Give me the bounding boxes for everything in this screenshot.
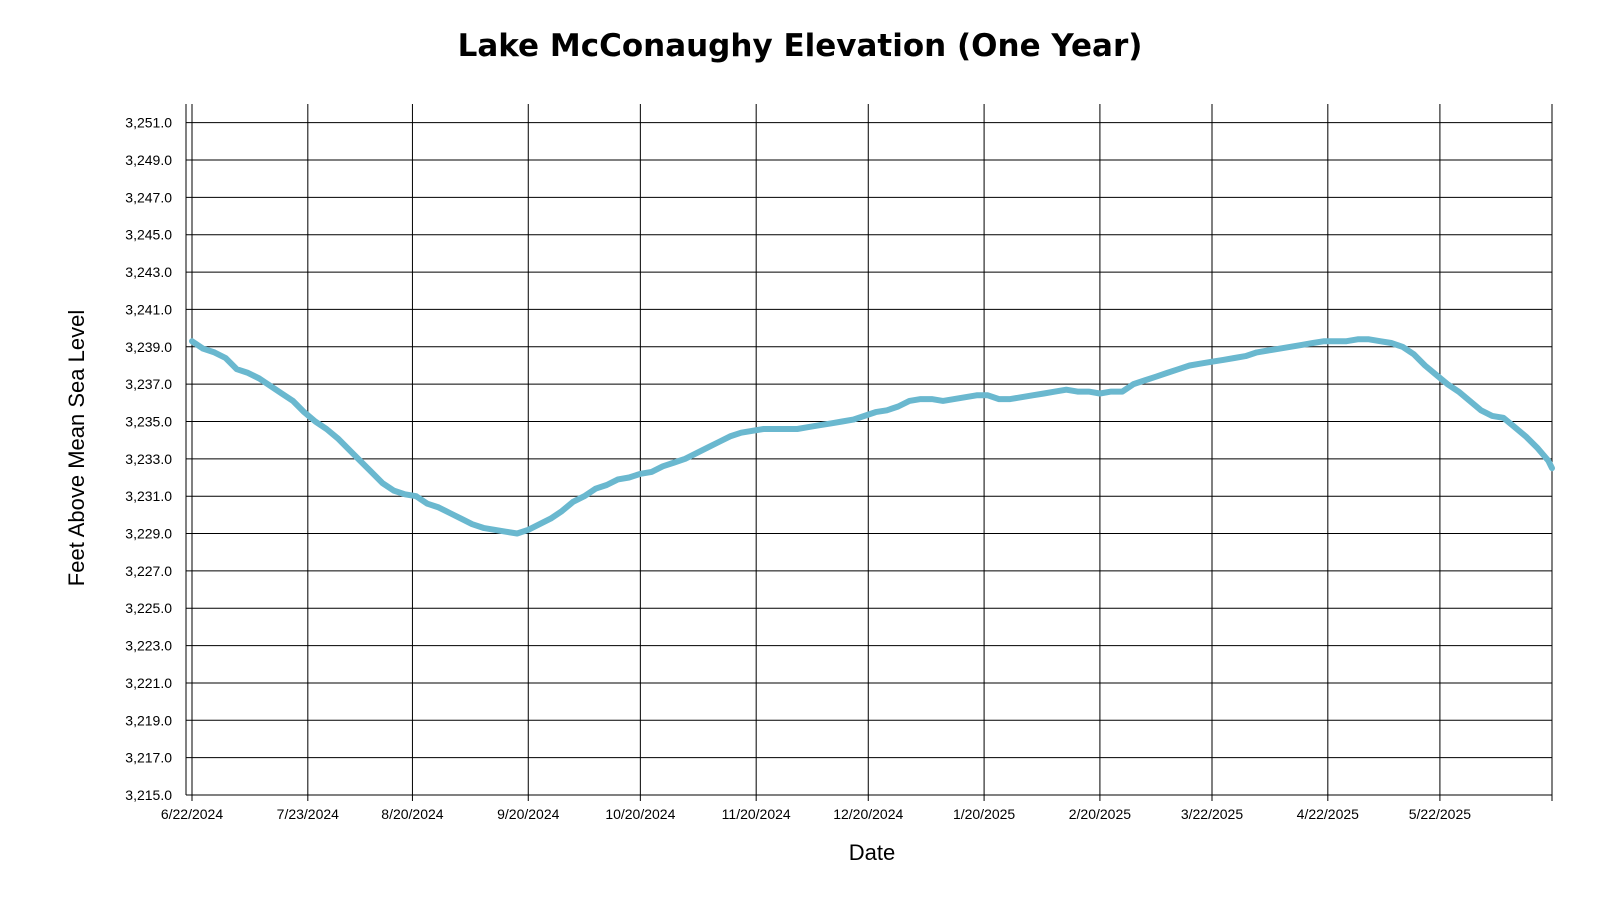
y-tick-label: 3,227.0 <box>125 563 172 579</box>
x-axis-title: Date <box>849 840 895 865</box>
y-tick-label: 3,245.0 <box>125 227 172 243</box>
x-tick-label: 8/20/2024 <box>381 806 443 822</box>
x-tick-label: 7/23/2024 <box>277 806 339 822</box>
y-axis-title: Feet Above Mean Sea Level <box>64 310 89 586</box>
vertical-gridlines <box>191 104 1441 801</box>
x-tick-label: 1/20/2025 <box>953 806 1015 822</box>
y-tick-label: 3,251.0 <box>125 115 172 131</box>
y-tick-label: 3,239.0 <box>125 339 172 355</box>
series-group <box>189 336 1555 537</box>
x-axis-tick-labels: 6/22/2024 7/23/2024 8/20/2024 9/20/2024 10/2… <box>161 806 1471 822</box>
y-tick-label: 3,225.0 <box>125 600 172 616</box>
elevation-series-line <box>189 336 1555 537</box>
x-tick-label: 6/22/2024 <box>161 806 223 822</box>
x-tick-label: 10/20/2024 <box>605 806 675 822</box>
y-axis-tick-labels: 3,215.0 3,217.0 3,219.0 3,221.0 3,223.0 3,225… <box>125 115 172 803</box>
y-tick-label: 3,241.0 <box>125 301 172 317</box>
axes <box>185 104 1553 801</box>
y-tick-label: 3,237.0 <box>125 376 172 392</box>
y-tick-label: 3,215.0 <box>125 787 172 803</box>
y-tick-label: 3,219.0 <box>125 712 172 728</box>
x-tick-label: 11/20/2024 <box>722 806 791 822</box>
y-tick-label: 3,235.0 <box>125 413 172 429</box>
y-tick-label: 3,243.0 <box>125 264 172 280</box>
y-tick-label: 3,223.0 <box>125 638 172 654</box>
y-tick-label: 3,247.0 <box>125 189 172 205</box>
y-tick-label: 3,221.0 <box>125 675 172 691</box>
x-tick-label: 12/20/2024 <box>833 806 903 822</box>
x-tick-label: 4/22/2025 <box>1297 806 1359 822</box>
horizontal-gridlines <box>186 122 1552 796</box>
y-tick-label: 3,249.0 <box>125 152 172 168</box>
x-tick-label: 3/22/2025 <box>1181 806 1243 822</box>
y-tick-label: 3,229.0 <box>125 526 172 542</box>
x-tick-label: 2/20/2025 <box>1069 806 1131 822</box>
x-tick-label: 9/20/2024 <box>497 806 559 822</box>
chart-title: Lake McConaughy Elevation (One Year) <box>457 28 1143 64</box>
y-tick-label: 3,231.0 <box>125 488 172 504</box>
y-tick-label: 3,217.0 <box>125 750 172 766</box>
y-tick-label: 3,233.0 <box>125 451 172 467</box>
x-tick-label: 5/22/2025 <box>1409 806 1471 822</box>
